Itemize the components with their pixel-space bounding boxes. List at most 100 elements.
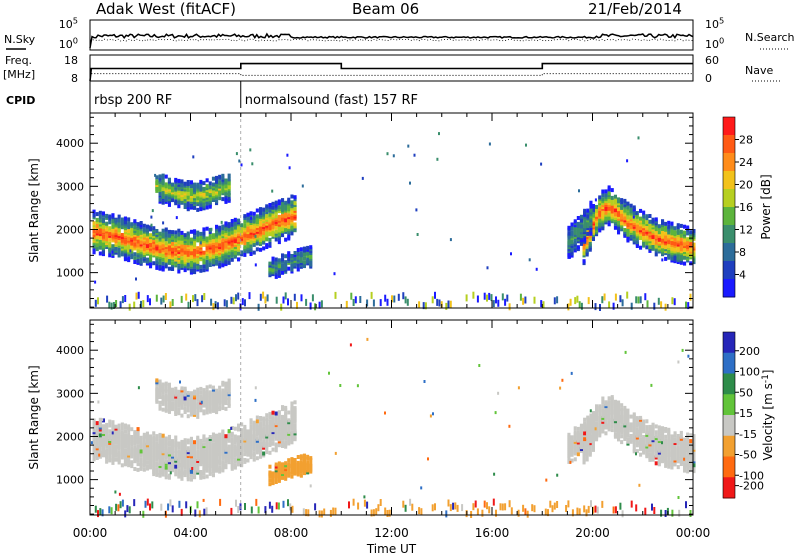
velocity-ground-cell	[522, 504, 525, 512]
power-ground-cell	[266, 294, 269, 302]
power-echo-cell	[591, 237, 595, 241]
power-echo-cell	[164, 264, 168, 269]
velocity-echo-cell	[576, 426, 580, 431]
velocity-ground-cell	[203, 508, 206, 516]
power-echo-cell	[158, 191, 162, 196]
velocity-echo-cell	[211, 407, 215, 411]
velocity-echo-cell	[193, 475, 197, 480]
velocity-echo-cell	[302, 453, 306, 458]
velocity-echo-cell	[177, 461, 181, 465]
power-echo-cell	[136, 259, 140, 263]
velocity-sparse-cell	[681, 348, 684, 352]
power-echo-cell	[290, 254, 294, 258]
velocity-sparse-cell	[677, 360, 680, 364]
power-echo-cell	[149, 262, 153, 267]
power-echo-cell	[268, 212, 272, 217]
power-echo-cell	[626, 236, 630, 241]
power-echo-cell	[130, 228, 134, 232]
power-echo-cell	[101, 211, 105, 216]
velocity-echo-cell	[174, 464, 178, 469]
velocity-ground-cell	[488, 506, 491, 514]
power-echo-cell	[183, 268, 187, 273]
power-sparse-cell	[407, 144, 410, 148]
power-echo-cell	[255, 208, 259, 213]
velocity-echo-cell	[277, 414, 281, 419]
power-echo-cell	[111, 219, 115, 223]
velocity-echo-cell	[589, 434, 593, 439]
velocity-ground-cell	[517, 509, 520, 517]
power-echo-cell	[108, 226, 112, 231]
power-echo-cell	[164, 241, 168, 246]
power-ground-cell	[384, 294, 387, 302]
power-echo-cell	[186, 180, 190, 184]
power-ground-cell	[241, 298, 244, 306]
power-echo-cell	[645, 235, 649, 240]
power-colorbar-segment	[723, 225, 735, 244]
velocity-echo-cell	[274, 448, 278, 453]
velocity-echo-cell	[255, 436, 259, 441]
power-sparse-cell	[114, 218, 117, 222]
velocity-sparse-cell	[114, 490, 117, 494]
velocity-echo-cell	[610, 395, 614, 400]
velocity-colorbar-segment	[723, 352, 735, 374]
velocity-echo-cell	[635, 449, 639, 454]
power-ground-cell	[282, 296, 285, 304]
power-scatter-cells	[92, 132, 696, 311]
freq-panel-frame	[89, 54, 694, 82]
power-echo-cell	[186, 231, 190, 236]
velocity-sparse-cell	[677, 496, 680, 499]
power-echo-cell	[111, 248, 115, 253]
power-echo-cell	[617, 197, 621, 202]
velocity-echo-cell	[230, 437, 234, 442]
power-ground-cell	[169, 301, 172, 309]
power-ground-cell	[196, 299, 199, 307]
power-echo-cell	[205, 184, 209, 189]
velocity-echo-cell	[114, 457, 118, 462]
velocity-echo-cell	[639, 415, 643, 420]
power-echo-cell	[189, 180, 193, 185]
power-echo-cell	[111, 224, 115, 229]
power-echo-cell	[221, 197, 225, 202]
power-ground-cell	[626, 291, 629, 299]
velocity-sparse-cell	[169, 471, 172, 475]
velocity-sparse-cell	[230, 426, 233, 430]
power-ground-cell	[320, 300, 323, 308]
power-echo-cell	[651, 217, 655, 222]
power-sparse-cell	[175, 216, 178, 220]
velocity-ground-cell	[257, 506, 260, 514]
velocity-echo-cell	[233, 457, 237, 462]
velocity-sparse-cell	[683, 457, 686, 461]
power-echo-cell	[227, 173, 231, 178]
power-ground-cell	[488, 292, 491, 300]
power-echo-cell	[626, 205, 630, 210]
power-echo-cell	[583, 222, 587, 227]
velocity-echo-cell	[133, 467, 137, 471]
velocity-echo-cell	[205, 410, 209, 415]
power-echo-cell	[610, 188, 614, 193]
velocity-echo-cell	[271, 471, 275, 476]
velocity-echo-cell	[171, 401, 175, 406]
velocity-ground-cell	[386, 510, 389, 517]
velocity-echo-cell	[607, 421, 611, 426]
velocity-echo-cell	[139, 449, 143, 454]
power-ground-cell	[128, 303, 131, 311]
power-echo-cell	[177, 232, 181, 237]
velocity-echo-cell	[583, 417, 587, 422]
power-echo-cell	[281, 267, 285, 271]
velocity-echo-cell	[259, 452, 263, 457]
velocity-ground-cell	[411, 503, 414, 511]
power-echo-cell	[120, 217, 124, 222]
power-echo-cell	[607, 222, 611, 227]
velocity-echo-cell	[167, 440, 171, 445]
power-echo-cell	[262, 246, 266, 251]
power-echo-cell	[567, 225, 571, 230]
power-ground-cell	[542, 301, 545, 309]
velocity-echo-cell	[218, 389, 222, 394]
velocity-sparse-cell	[570, 371, 573, 375]
power-echo-cell	[127, 221, 131, 226]
velocity-ground-cell	[556, 501, 559, 508]
velocity-echo-cell	[268, 482, 272, 487]
power-ground-cell	[449, 300, 452, 308]
velocity-ground-cell	[678, 509, 681, 517]
